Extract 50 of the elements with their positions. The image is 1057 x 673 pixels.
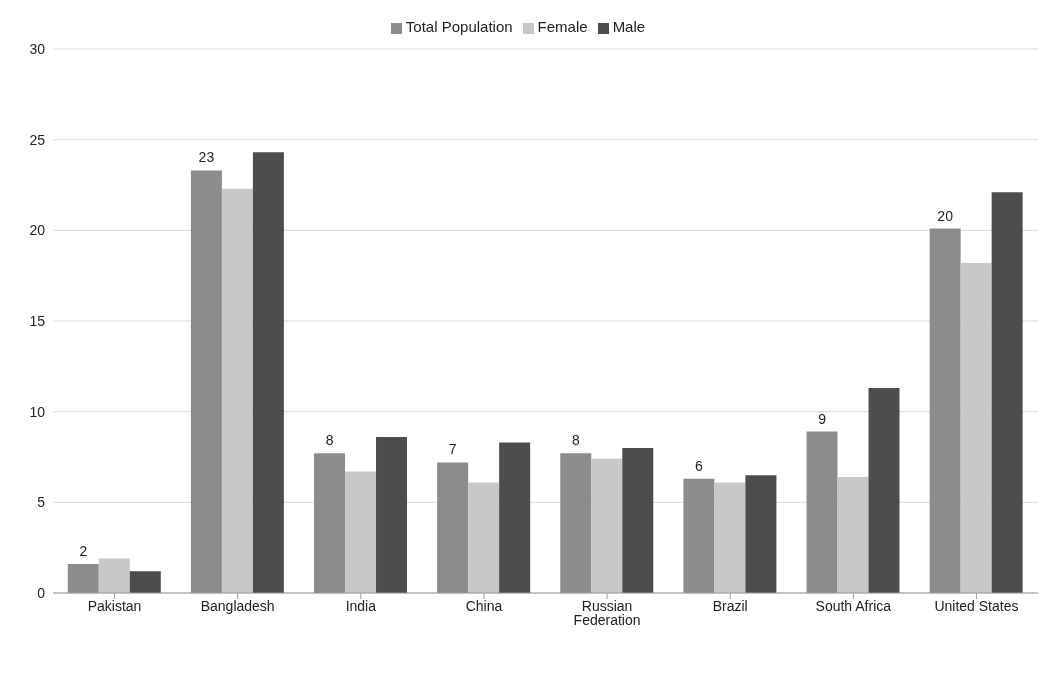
- x-tick-label: Pakistan: [87, 597, 142, 614]
- bar: [190, 170, 222, 593]
- y-tick-label: 15: [29, 312, 46, 329]
- y-tick-label: 5: [37, 494, 46, 511]
- data-label: 8: [325, 432, 334, 449]
- x-tick-label: China: [465, 597, 503, 614]
- bar: [376, 437, 408, 593]
- data-label: 23: [198, 149, 215, 166]
- bar: [560, 453, 592, 593]
- x-tick-label: United States: [934, 597, 1019, 614]
- bar: [499, 442, 531, 593]
- bar: [314, 453, 346, 593]
- data-label: 7: [448, 441, 457, 458]
- bar: [991, 192, 1023, 593]
- y-tick-label: 30: [29, 40, 46, 57]
- x-tick-label: India: [345, 597, 377, 614]
- bar: [745, 475, 777, 593]
- y-tick-label: 0: [37, 584, 46, 601]
- bar: [622, 447, 654, 593]
- data-label: 9: [818, 410, 827, 427]
- x-tick-label: Bangladesh: [200, 597, 275, 614]
- legend-label: Female: [537, 18, 588, 35]
- bar: [221, 188, 253, 593]
- bar: [252, 152, 284, 593]
- bar: [437, 462, 469, 593]
- data-label: 2: [79, 542, 88, 559]
- x-tick-label: South Africa: [815, 597, 892, 614]
- bar: [129, 571, 161, 593]
- bar: [714, 482, 746, 593]
- data-label: 8: [571, 432, 580, 449]
- y-tick-label: 25: [29, 131, 46, 148]
- bar: [929, 228, 961, 593]
- y-tick-label: 20: [29, 222, 46, 239]
- data-label: 20: [937, 207, 954, 224]
- bar: [67, 563, 99, 593]
- data-label: 6: [695, 457, 703, 474]
- bar: [683, 478, 715, 593]
- bar: [868, 388, 900, 593]
- bar: [591, 458, 623, 593]
- bar: [345, 471, 377, 593]
- bar: [837, 476, 869, 593]
- x-tick-label: Brazil: [712, 597, 748, 614]
- x-tick-label: Russian Federation: [573, 597, 641, 628]
- bar: [960, 262, 992, 593]
- bar: [806, 431, 838, 593]
- bar: [468, 482, 500, 593]
- bar: [98, 558, 130, 593]
- y-tick-label: 10: [29, 403, 46, 420]
- legend-label: Male: [612, 18, 646, 35]
- legend-label: Total Population: [405, 18, 513, 35]
